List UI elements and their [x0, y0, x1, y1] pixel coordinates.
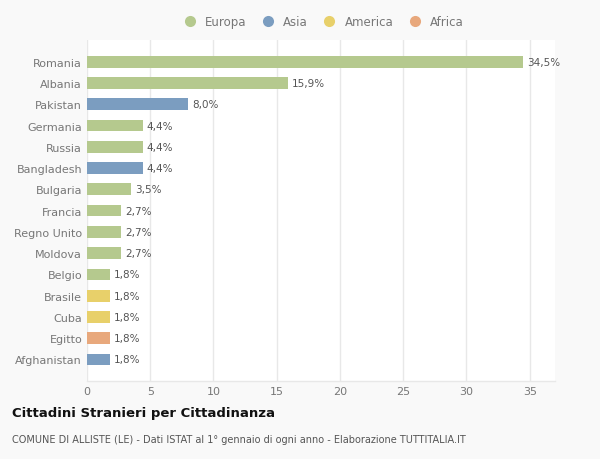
Bar — [87, 142, 143, 153]
Text: 4,4%: 4,4% — [146, 142, 173, 152]
Text: 4,4%: 4,4% — [146, 164, 173, 174]
Bar — [87, 269, 110, 280]
Text: 2,7%: 2,7% — [125, 227, 151, 237]
Bar — [87, 354, 110, 365]
Legend: Europa, Asia, America, Africa: Europa, Asia, America, Africa — [178, 16, 464, 28]
Text: 1,8%: 1,8% — [113, 312, 140, 322]
Bar — [87, 163, 143, 174]
Text: 2,7%: 2,7% — [125, 249, 151, 258]
Bar — [87, 333, 110, 344]
Text: 1,8%: 1,8% — [113, 270, 140, 280]
Bar — [87, 248, 121, 259]
Text: 2,7%: 2,7% — [125, 206, 151, 216]
Bar — [87, 311, 110, 323]
Text: 4,4%: 4,4% — [146, 121, 173, 131]
Bar — [87, 99, 188, 111]
Text: 8,0%: 8,0% — [192, 100, 218, 110]
Text: 1,8%: 1,8% — [113, 355, 140, 365]
Text: 1,8%: 1,8% — [113, 291, 140, 301]
Text: 34,5%: 34,5% — [527, 57, 560, 67]
Bar — [87, 290, 110, 302]
Text: 1,8%: 1,8% — [113, 334, 140, 343]
Text: COMUNE DI ALLISTE (LE) - Dati ISTAT al 1° gennaio di ogni anno - Elaborazione TU: COMUNE DI ALLISTE (LE) - Dati ISTAT al 1… — [12, 434, 466, 444]
Bar — [87, 78, 288, 90]
Text: 15,9%: 15,9% — [292, 79, 325, 89]
Text: 3,5%: 3,5% — [135, 185, 161, 195]
Bar — [87, 57, 523, 68]
Bar — [87, 184, 131, 196]
Bar — [87, 205, 121, 217]
Bar — [87, 120, 143, 132]
Text: Cittadini Stranieri per Cittadinanza: Cittadini Stranieri per Cittadinanza — [12, 406, 275, 419]
Bar — [87, 227, 121, 238]
